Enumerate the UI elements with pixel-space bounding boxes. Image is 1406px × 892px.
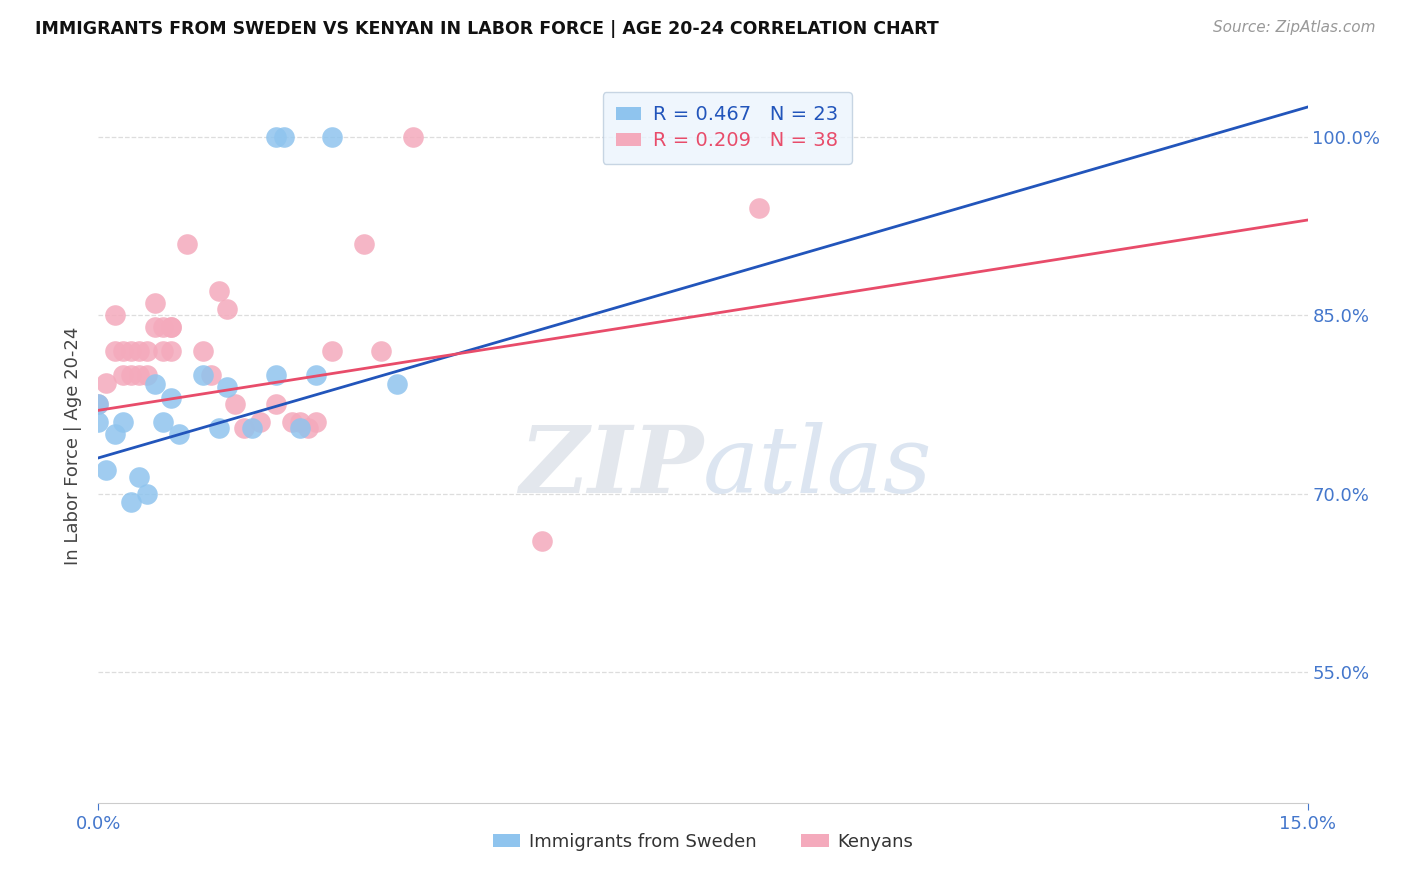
Point [264,397,287,411]
Point [240,421,263,435]
Point [249,415,271,429]
Point [193,343,215,358]
Point [224,397,246,411]
Point [297,421,319,435]
Point [748,201,770,215]
Point [128,470,150,484]
Point [128,368,150,382]
Point [103,308,125,322]
Point [530,534,553,549]
Text: ZIP: ZIP [519,423,703,512]
Point [305,415,328,429]
Point [160,343,183,358]
Point [402,129,425,144]
Point [152,343,174,358]
Point [87,397,110,411]
Legend: Immigrants from Sweden, Kenyans: Immigrants from Sweden, Kenyans [485,826,921,858]
Point [217,379,239,393]
Point [160,320,183,334]
Point [143,320,166,334]
Point [111,343,134,358]
Point [87,415,110,429]
Point [120,343,142,358]
Point [143,377,166,392]
Text: IMMIGRANTS FROM SWEDEN VS KENYAN IN LABOR FORCE | AGE 20-24 CORRELATION CHART: IMMIGRANTS FROM SWEDEN VS KENYAN IN LABO… [35,20,939,37]
Point [370,343,392,358]
Point [96,463,118,477]
Point [217,302,239,317]
Point [232,421,254,435]
Point [273,129,295,144]
Point [103,427,125,442]
Text: atlas: atlas [703,423,932,512]
Point [193,368,215,382]
Point [200,368,222,382]
Point [152,320,174,334]
Point [135,368,157,382]
Point [160,392,183,406]
Point [208,285,231,299]
Point [120,495,142,509]
Point [208,421,231,435]
Point [135,343,157,358]
Point [143,296,166,310]
Point [264,368,287,382]
Point [321,129,343,144]
Point [288,421,311,435]
Point [135,486,157,500]
Point [385,377,408,392]
Point [176,236,198,251]
Point [353,236,375,251]
Point [264,129,287,144]
Point [305,368,328,382]
Point [103,343,125,358]
Point [128,343,150,358]
Point [281,415,304,429]
Point [111,415,134,429]
Point [160,320,183,334]
Point [111,368,134,382]
Point [120,368,142,382]
Point [87,397,110,411]
Y-axis label: In Labor Force | Age 20-24: In Labor Force | Age 20-24 [63,326,82,566]
Text: Source: ZipAtlas.com: Source: ZipAtlas.com [1212,20,1375,35]
Point [167,427,190,442]
Point [321,343,343,358]
Point [152,415,174,429]
Point [96,376,118,390]
Point [288,415,311,429]
